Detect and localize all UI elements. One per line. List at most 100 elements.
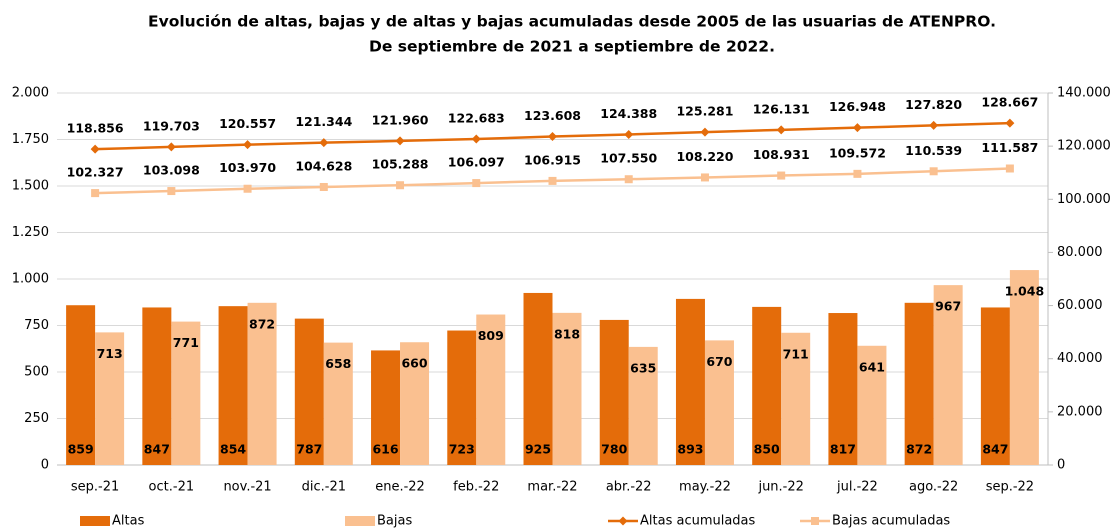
bar <box>447 330 477 465</box>
data-label: 108.931 <box>753 147 810 162</box>
marker <box>319 138 329 148</box>
data-label: 120.557 <box>219 116 276 131</box>
bar <box>704 340 734 465</box>
marker <box>395 136 405 146</box>
bar <box>933 285 963 465</box>
bar <box>400 342 430 465</box>
bar <box>628 346 658 465</box>
data-label: 109.572 <box>829 145 886 160</box>
bar <box>476 314 506 465</box>
marker <box>91 189 100 198</box>
data-label: 128.667 <box>981 95 1038 110</box>
marker <box>1005 118 1015 128</box>
bar <box>552 312 582 465</box>
bar <box>66 305 96 465</box>
data-label: 641 <box>859 359 885 374</box>
data-label: 635 <box>630 360 656 375</box>
bar <box>95 332 125 465</box>
x-tick-label: jun.-22 <box>757 480 803 495</box>
marker <box>243 184 252 193</box>
bar <box>323 342 353 465</box>
legend-label: Altas acumuladas <box>640 514 756 529</box>
marker <box>166 142 176 152</box>
y2-tick-label: 140.000 <box>1057 86 1111 101</box>
data-label: 711 <box>783 346 809 361</box>
marker <box>167 187 176 196</box>
chart-title: De septiembre de 2021 a septiembre de 20… <box>369 38 775 56</box>
bar <box>904 302 934 465</box>
data-label: 103.970 <box>219 160 276 175</box>
data-label: 125.281 <box>676 104 733 119</box>
y2-tick-label: 40.000 <box>1057 351 1103 366</box>
bar <box>218 306 248 465</box>
data-label: 660 <box>401 356 427 371</box>
data-label: 122.683 <box>448 111 505 126</box>
data-label: 859 <box>68 442 94 457</box>
x-tick-label: jul.-22 <box>836 480 878 495</box>
data-label: 105.288 <box>372 157 429 172</box>
bar <box>675 298 705 465</box>
data-label: 854 <box>220 442 246 457</box>
y2-tick-label: 120.000 <box>1057 139 1111 154</box>
x-tick-label: dic.-21 <box>302 480 346 495</box>
legend-swatch <box>345 516 375 526</box>
data-label: 106.097 <box>448 155 505 170</box>
data-label: 658 <box>325 356 351 371</box>
data-label: 872 <box>906 442 932 457</box>
x-tick-label: oct.-21 <box>149 480 195 495</box>
marker <box>1005 164 1014 173</box>
data-label: 893 <box>677 442 703 457</box>
data-label: 107.550 <box>600 151 657 166</box>
data-label: 121.960 <box>372 112 429 127</box>
y2-tick-label: 60.000 <box>1057 298 1103 313</box>
data-label: 787 <box>296 442 322 457</box>
bar <box>523 292 553 465</box>
data-label: 925 <box>525 442 551 457</box>
marker <box>700 127 710 137</box>
marker <box>929 167 938 176</box>
marker <box>700 173 709 182</box>
data-label: 127.820 <box>905 97 962 112</box>
bar <box>857 345 887 465</box>
x-tick-label: ene.-22 <box>375 480 425 495</box>
data-label: 126.948 <box>829 99 886 114</box>
marker <box>396 181 405 190</box>
data-label: 108.220 <box>676 149 733 164</box>
data-label: 818 <box>554 326 580 341</box>
bar <box>142 307 172 465</box>
x-tick-label: nov.-21 <box>223 480 271 495</box>
data-label: 118.856 <box>67 121 124 136</box>
legend-label: Bajas <box>377 514 412 529</box>
y-tick-label: 1.750 <box>12 132 49 147</box>
data-label: 123.608 <box>524 108 581 123</box>
data-label: 771 <box>173 335 199 350</box>
y-tick-label: 250 <box>24 411 49 426</box>
y-tick-label: 750 <box>24 318 49 333</box>
y-tick-label: 0 <box>41 458 49 473</box>
bar <box>294 318 324 465</box>
x-tick-label: ago.-22 <box>909 480 958 495</box>
marker <box>776 125 786 135</box>
bar <box>828 313 858 465</box>
marker <box>548 132 557 142</box>
data-label: 817 <box>830 442 856 457</box>
x-tick-label: feb.-22 <box>453 480 499 495</box>
bar <box>371 350 401 465</box>
bar <box>1009 270 1039 465</box>
y2-tick-label: 0 <box>1057 458 1065 473</box>
data-label: 872 <box>249 316 275 331</box>
data-label: 847 <box>144 442 170 457</box>
bar <box>599 319 629 465</box>
data-label: 1.048 <box>1005 284 1045 299</box>
legend-marker <box>811 517 819 525</box>
data-label: 103.098 <box>143 163 200 178</box>
data-label: 104.628 <box>295 158 352 173</box>
data-label: 967 <box>935 299 961 314</box>
legend-label: Bajas acumuladas <box>832 514 950 529</box>
marker <box>243 140 253 150</box>
marker <box>472 179 481 188</box>
y-tick-label: 500 <box>24 365 49 380</box>
data-label: 110.539 <box>905 143 962 158</box>
y2-tick-label: 80.000 <box>1057 245 1103 260</box>
marker <box>624 175 633 184</box>
